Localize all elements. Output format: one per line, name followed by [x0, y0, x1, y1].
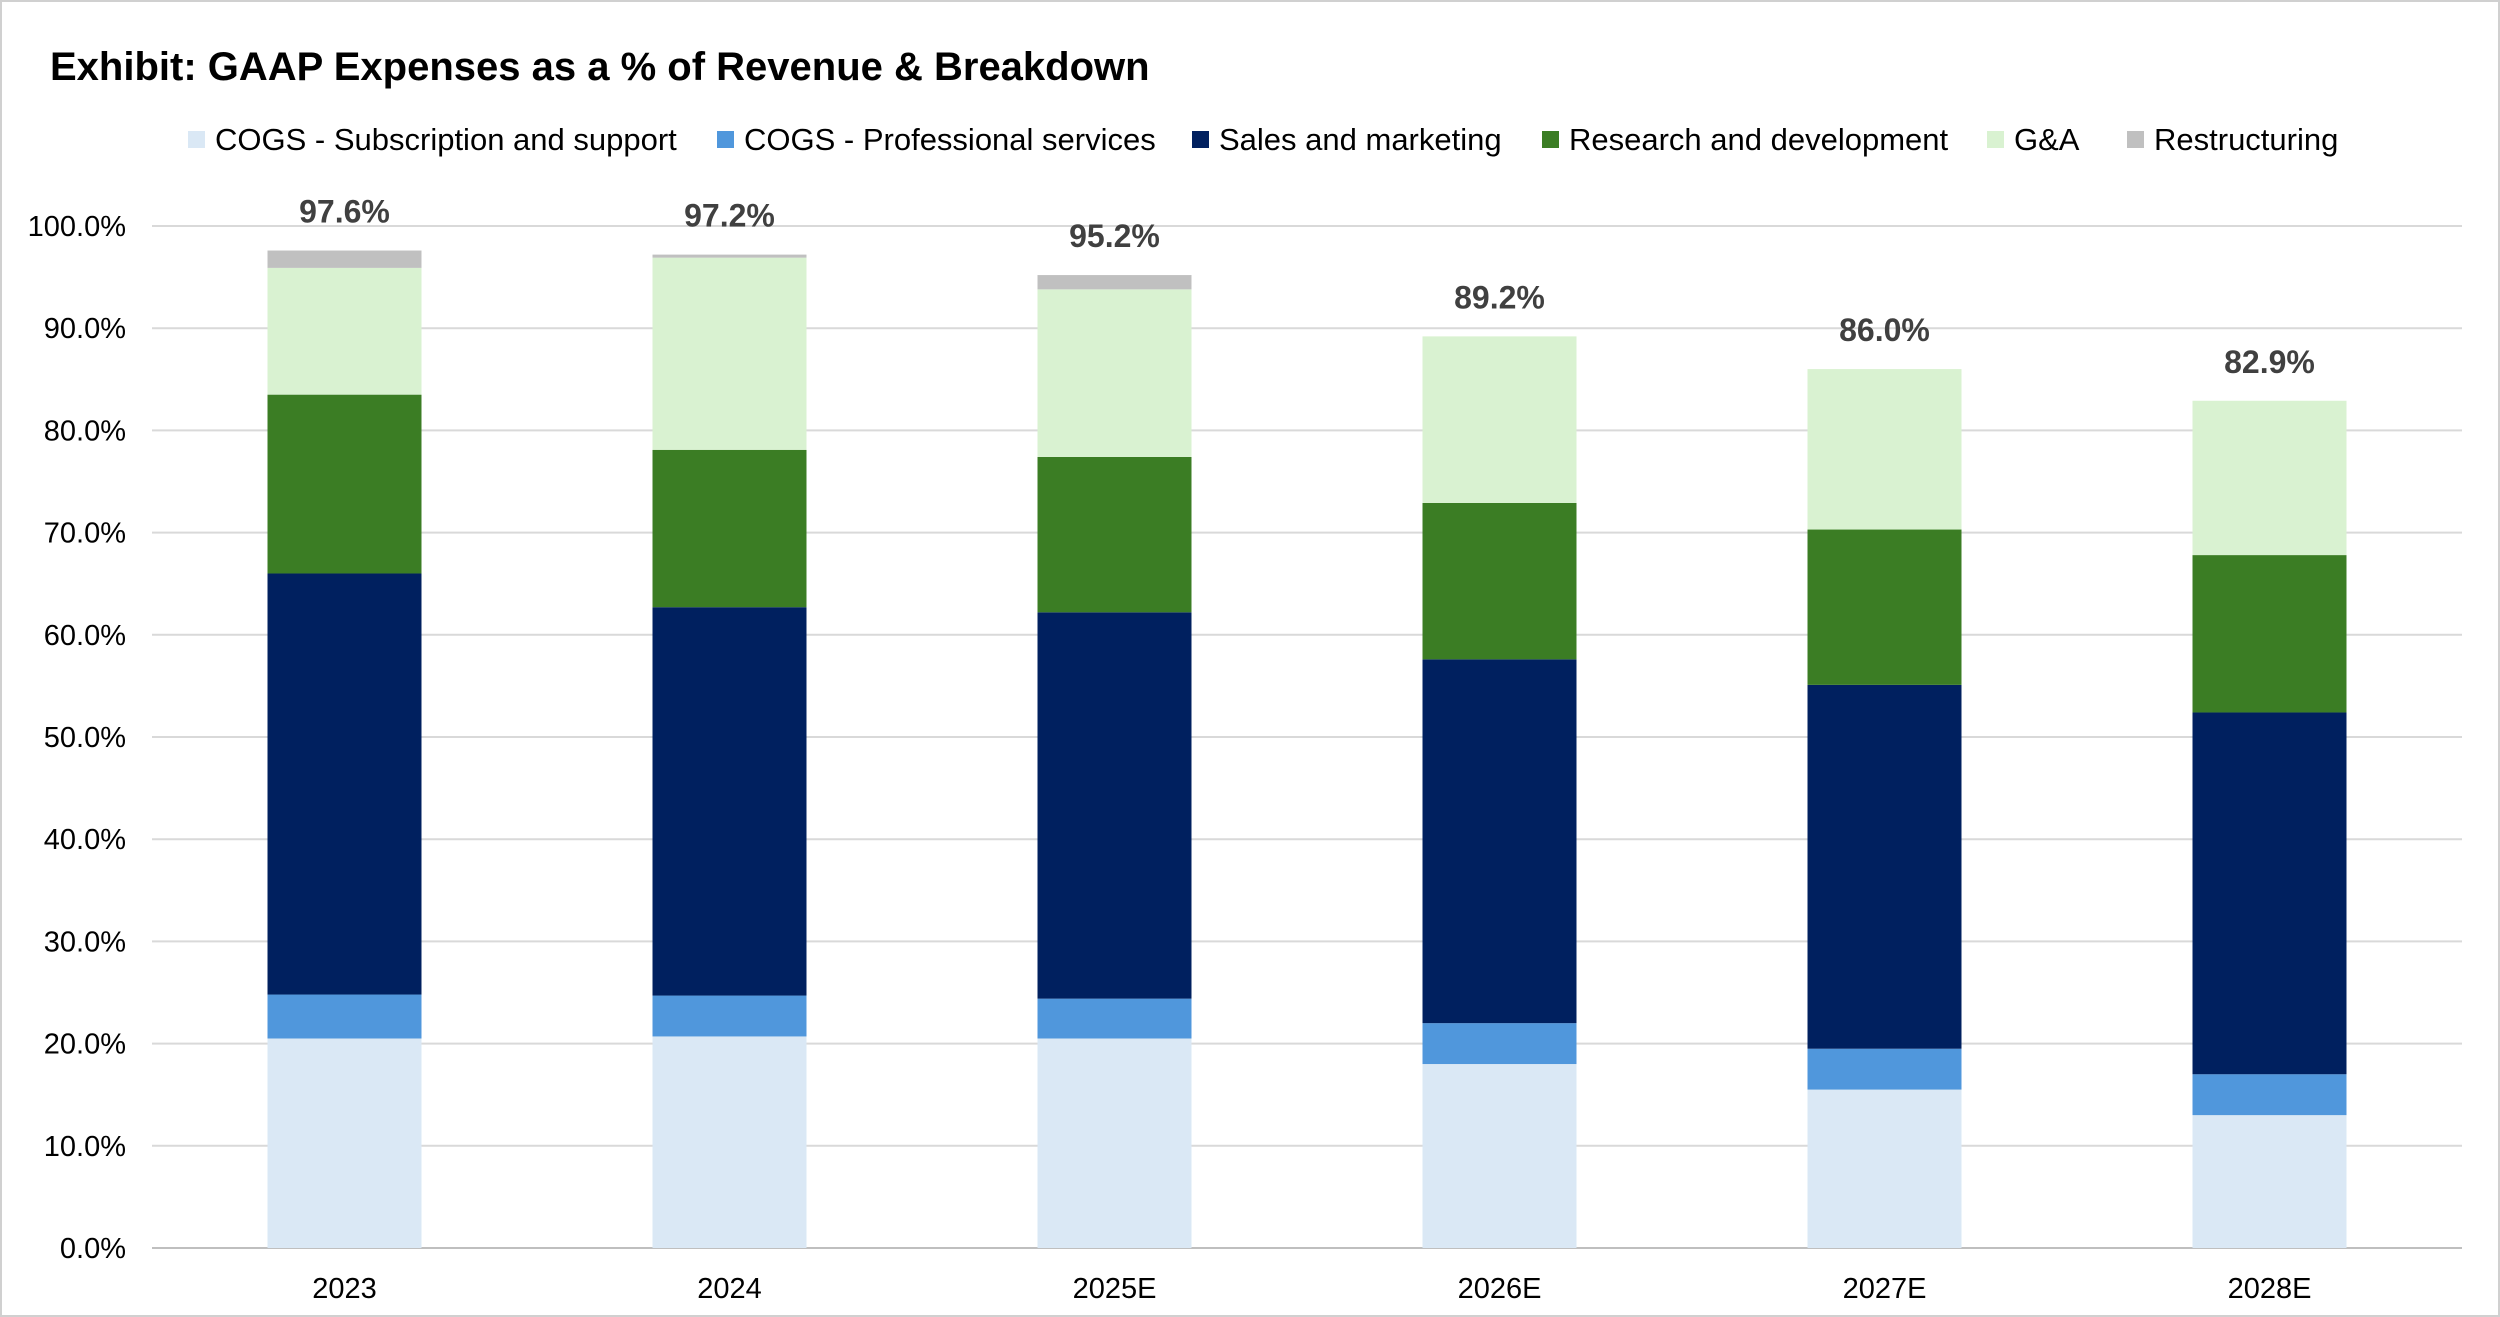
y-tick-label: 20.0%	[44, 1029, 126, 1061]
bar-stack	[2192, 400, 2347, 1248]
bar-segment	[1807, 369, 1962, 530]
y-tick-label: 30.0%	[44, 926, 126, 958]
bar-segment	[2192, 400, 2347, 556]
bar-segment	[1037, 612, 1192, 999]
bar-stack	[652, 254, 807, 1248]
bar-segment	[267, 267, 422, 395]
legend: COGS - Subscription and support COGS - Pr…	[188, 122, 2338, 157]
legend-item: Sales and marketing	[1192, 122, 1502, 157]
y-tick-label: 50.0%	[44, 722, 126, 754]
bar-total-label: 82.9%	[2224, 344, 2315, 380]
bar-segment	[652, 449, 807, 608]
legend-label: G&A	[2014, 122, 2080, 157]
bar-segment	[1422, 1023, 1577, 1065]
y-axis: 0.0% 10.0% 20.0% 30.0% 40.0% 50.0% 60.0% 70.0% 8…	[28, 211, 126, 1265]
bar-segment	[652, 257, 807, 450]
total-labels: 97.6% 97.2% 95.2% 89.2% 86.0% 82.9%	[299, 194, 2315, 380]
x-tick-label: 2024	[697, 1273, 762, 1305]
y-tick-label: 80.0%	[44, 415, 126, 447]
legend-label: Research and development	[1569, 122, 1949, 157]
legend-item: COGS - Subscription and support	[188, 122, 677, 157]
bar-segment	[652, 607, 807, 996]
legend-label: COGS - Professional services	[744, 122, 1156, 157]
legend-item: Research and development	[1542, 122, 1949, 157]
bar-segment	[2192, 712, 2347, 1075]
legend-label: Restructuring	[2154, 122, 2338, 157]
bar-total-label: 89.2%	[1454, 279, 1545, 315]
bar-segment	[1037, 289, 1192, 457]
bar-segment	[652, 1036, 807, 1248]
bar-segment	[1422, 502, 1577, 660]
bar-stack	[1807, 369, 1962, 1248]
bar-segment	[1037, 275, 1192, 290]
legend-swatch	[1987, 131, 2004, 148]
y-tick-label: 70.0%	[44, 518, 126, 550]
legend-label: Sales and marketing	[1219, 122, 1502, 157]
x-tick-label: 2023	[312, 1273, 377, 1305]
bar-segment	[267, 573, 422, 995]
legend-swatch	[1192, 131, 1209, 148]
bar-segment	[2192, 555, 2347, 713]
bar-segment	[267, 1038, 422, 1248]
bar-segment	[1037, 456, 1192, 613]
bar-stack	[1037, 275, 1192, 1248]
x-tick-label: 2026E	[1458, 1273, 1542, 1305]
bar-segment	[1807, 684, 1962, 1049]
bar-segment	[1422, 659, 1577, 1024]
bar-segment	[1422, 336, 1577, 503]
bar-total-label: 86.0%	[1839, 312, 1930, 348]
bar-stack	[1422, 336, 1577, 1248]
legend-swatch	[188, 131, 205, 148]
bar-segment	[652, 995, 807, 1037]
bar-segment	[1422, 1064, 1577, 1248]
bar-segment	[1037, 998, 1192, 1039]
legend-item: G&A	[1987, 122, 2080, 157]
y-tick-label: 60.0%	[44, 620, 126, 652]
y-tick-label: 100.0%	[28, 211, 126, 243]
legend-label: COGS - Subscription and support	[215, 122, 677, 157]
legend-swatch	[2127, 131, 2144, 148]
bar-total-label: 97.6%	[299, 194, 390, 230]
y-tick-label: 90.0%	[44, 313, 126, 345]
y-tick-label: 0.0%	[60, 1233, 126, 1265]
bar-segment	[2192, 1074, 2347, 1116]
x-tick-label: 2025E	[1073, 1273, 1157, 1305]
bar-segment	[267, 250, 422, 268]
legend-swatch	[1542, 131, 1559, 148]
bar-segment	[267, 994, 422, 1039]
y-tick-label: 10.0%	[44, 1131, 126, 1163]
chart-title: Exhibit: GAAP Expenses as a % of Revenue…	[50, 45, 1150, 89]
legend-swatch	[717, 131, 734, 148]
bar-total-label: 95.2%	[1069, 218, 1160, 254]
bar-segment	[1807, 1048, 1962, 1090]
bar-segment	[1807, 529, 1962, 685]
bar-segment	[267, 394, 422, 574]
bar-total-label: 97.2%	[684, 198, 775, 234]
bar-segment	[2192, 1115, 2347, 1248]
legend-item: Restructuring	[2127, 122, 2338, 157]
y-tick-label: 40.0%	[44, 824, 126, 856]
x-tick-label: 2028E	[2228, 1273, 2312, 1305]
x-axis: 2023 2024 2025E 2026E 2027E 2028E	[312, 1273, 2311, 1305]
bar-stack	[267, 250, 422, 1248]
bar-segment	[652, 254, 807, 258]
gridlines	[152, 225, 2462, 1249]
x-tick-label: 2027E	[1843, 1273, 1927, 1305]
legend-item: COGS - Professional services	[717, 122, 1156, 157]
bar-segment	[1037, 1038, 1192, 1248]
bars	[267, 250, 2347, 1248]
bar-segment	[1807, 1089, 1962, 1248]
